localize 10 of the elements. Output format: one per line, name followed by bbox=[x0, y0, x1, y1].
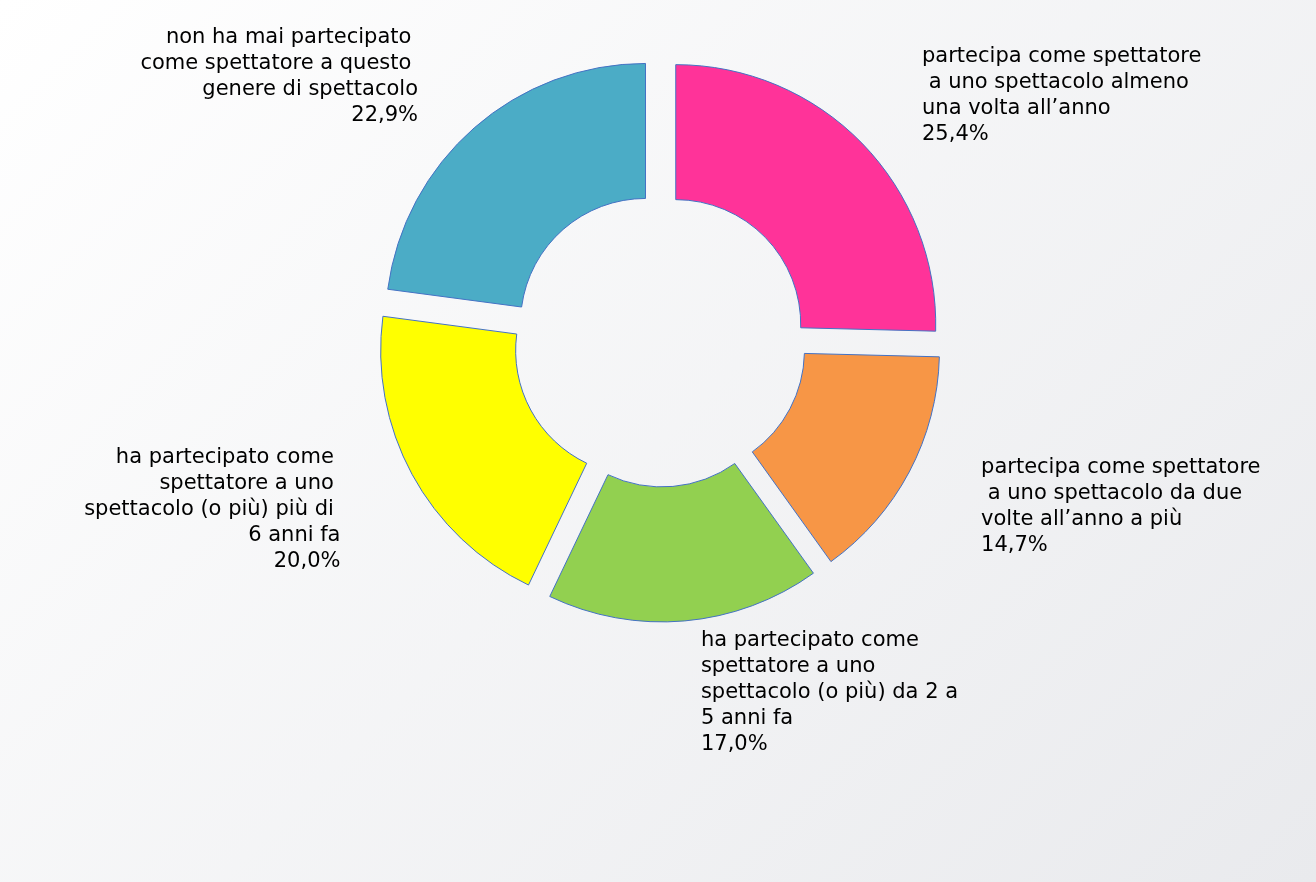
data-label: 25,4% bbox=[922, 121, 989, 146]
data-label: 17,0% bbox=[700, 730, 768, 755]
data-label: 14,7% bbox=[981, 531, 1048, 556]
slice-label: ha partecipato come spettatore a uno spettacolo (o più) da 2 a 5 anni fa bbox=[700, 626, 965, 729]
data-label: 20,0% bbox=[273, 547, 341, 572]
slice-label: partecipa come spettatore a uno spettacolo almeno una volta all’anno bbox=[922, 43, 1202, 120]
data-label: 22,9% bbox=[351, 102, 419, 127]
slice-label: partecipa come spettatore a uno spettacolo da due volte all’anno a più bbox=[981, 453, 1261, 530]
slice-label: ha partecipato come spettatore a uno spettacolo (o più) più di 6 anni fa bbox=[84, 443, 341, 546]
slice-label: non ha mai partecipato come spettatore a questo genere di spettacolo bbox=[140, 24, 419, 101]
